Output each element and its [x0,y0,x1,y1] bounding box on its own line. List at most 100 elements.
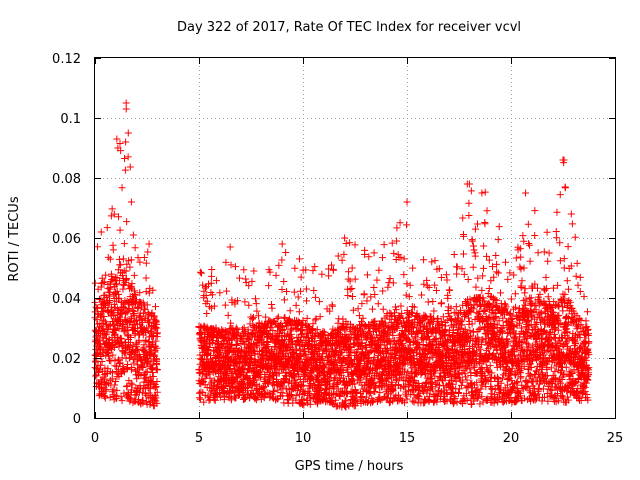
data-point [396,219,404,227]
data-point [109,386,117,394]
data-point [123,383,131,391]
data-point [410,398,418,406]
data-point [108,272,116,280]
data-point [535,386,543,394]
data-point [143,324,151,332]
data-point [106,255,114,263]
data-point [112,377,120,385]
data-point [286,307,294,315]
data-point [110,344,118,352]
data-point [517,283,525,291]
data-point [397,302,405,310]
data-point [216,289,224,297]
data-point [450,250,458,258]
data-point [139,363,147,371]
data-point [142,274,150,282]
data-point [142,259,150,267]
data-point [378,254,386,262]
chart-title: Day 322 of 2017, Rate Of TEC Index for r… [177,20,521,35]
data-point [311,263,319,271]
data-point [120,240,128,248]
data-point [280,278,288,286]
data-point [329,266,337,274]
data-point [403,221,411,229]
data-point [140,254,148,262]
data-point [295,308,303,316]
data-point [292,301,300,309]
data-point [129,231,137,239]
data-point [139,309,147,317]
data-point [431,257,439,265]
data-point [119,285,127,293]
data-point [278,256,286,264]
data-point [153,333,161,341]
data-point [112,281,120,289]
data-point [196,395,204,403]
data-point [126,263,134,271]
data-point [464,275,472,283]
data-point [241,298,249,306]
data-point [153,366,161,374]
data-point [152,303,160,311]
data-point [512,254,520,262]
data-point [495,223,503,231]
data-point [348,264,356,272]
data-point [123,218,131,226]
data-point [221,301,229,309]
data-point [102,387,110,395]
data-point [144,248,152,256]
data-point [478,286,486,294]
data-point [127,379,135,387]
data-point [340,250,348,258]
data-point [545,249,553,257]
data-point [110,210,118,218]
data-point [526,241,534,249]
data-point [140,341,148,349]
data-point [115,356,123,364]
data-point [231,263,239,271]
data-point [130,271,138,279]
data-point [112,273,120,281]
data-point [484,289,492,297]
data-point [98,274,106,282]
data-point [402,291,410,299]
data-point [117,393,125,401]
data-point [480,242,488,250]
data-point [540,248,548,256]
data-point [302,297,310,305]
data-point [496,289,504,297]
data-point [121,166,129,174]
data-point [459,214,467,222]
data-point [375,266,383,274]
data-point [124,305,132,313]
data-point [386,275,394,283]
data-point [97,344,105,352]
data-point [98,320,106,328]
data-point [139,396,147,404]
data-point [363,271,371,279]
data-point [150,343,158,351]
data-point [153,399,161,407]
data-point [429,297,437,305]
data-point [203,310,211,318]
data-point [374,300,382,308]
data-point [236,274,244,282]
data-point [101,364,109,372]
data-point [389,279,397,287]
data-points [91,99,593,411]
data-point [149,364,157,372]
data-point [349,293,357,301]
data-point [507,295,515,303]
data-point [128,386,136,394]
data-point [126,333,134,341]
data-point [101,393,109,401]
data-point [113,386,121,394]
data-point [136,298,144,306]
data-point [126,163,134,171]
data-point [265,282,273,290]
data-point [148,309,156,317]
data-point [113,287,121,295]
data-point [278,286,286,294]
data-point [442,322,450,330]
